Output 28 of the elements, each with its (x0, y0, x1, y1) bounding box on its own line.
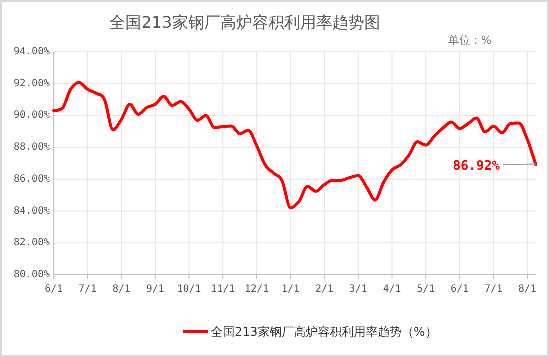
x-tick-label: 6/1 (450, 284, 469, 295)
line-series (52, 81, 538, 210)
x-tick-label: 6/1 (44, 284, 64, 295)
x-tick-label: 9/1 (146, 284, 165, 295)
y-tick-label: 90.00% (14, 110, 50, 122)
chart-title: 全国213家钢厂高炉容积利用率趋势图 (110, 13, 380, 32)
x-tick-label: 10/1 (177, 284, 202, 295)
y-tick-label: 88.00% (14, 142, 50, 154)
text: 单位：% (448, 34, 492, 47)
x-tick-label: 3/1 (349, 284, 368, 295)
y-tick-label: 84.00% (14, 206, 50, 217)
x-tick-label: 2/1 (316, 284, 334, 295)
y-tick-label: 86.00% (14, 174, 50, 185)
x-tick-label: 4/1 (383, 284, 402, 295)
x-tick-label: 7/1 (78, 284, 97, 295)
x-tick-label: 5/1 (417, 284, 436, 295)
y-tick-label: 80.00% (14, 270, 50, 280)
y-tick-label: 92.00% (14, 78, 50, 90)
x-tick-label: 1/1 (282, 284, 300, 295)
y-tick-label: 82.00% (14, 238, 50, 249)
x-tick-label: 8/1 (518, 284, 537, 295)
data-label: 86.92% (453, 158, 500, 174)
x-tick-label: 8/1 (112, 284, 131, 295)
legend-label: 全国213家钢厂高炉容积利用率趋势（%） (211, 325, 438, 339)
x-tick-label: 12/1 (244, 284, 269, 295)
x-tick-label: 11/1 (211, 284, 236, 295)
x-tick-label: 7/1 (484, 284, 503, 295)
y-tick-label: 94.00% (14, 46, 50, 58)
